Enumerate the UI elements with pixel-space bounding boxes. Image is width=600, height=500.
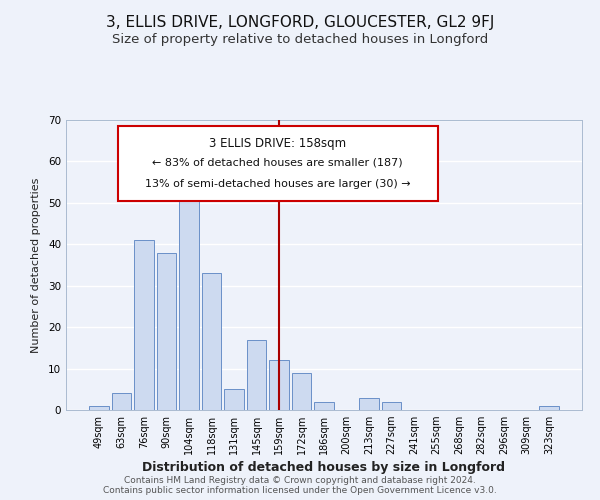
Text: Contains HM Land Registry data © Crown copyright and database right 2024.: Contains HM Land Registry data © Crown c… (124, 476, 476, 485)
Bar (359, 398, 379, 410)
Bar (292, 372, 311, 410)
Bar (382, 402, 401, 410)
Bar (269, 360, 289, 410)
Bar (112, 394, 131, 410)
Bar (539, 406, 559, 410)
FancyBboxPatch shape (118, 126, 437, 201)
Bar (202, 274, 221, 410)
Text: 3 ELLIS DRIVE: 158sqm: 3 ELLIS DRIVE: 158sqm (209, 138, 346, 150)
Bar (224, 390, 244, 410)
Y-axis label: Number of detached properties: Number of detached properties (31, 178, 41, 352)
Text: Contains public sector information licensed under the Open Government Licence v3: Contains public sector information licen… (103, 486, 497, 495)
Text: 13% of semi-detached houses are larger (30) →: 13% of semi-detached houses are larger (… (145, 180, 410, 190)
Bar (179, 178, 199, 410)
Bar (157, 252, 176, 410)
Text: 3, ELLIS DRIVE, LONGFORD, GLOUCESTER, GL2 9FJ: 3, ELLIS DRIVE, LONGFORD, GLOUCESTER, GL… (106, 15, 494, 30)
Bar (247, 340, 266, 410)
Text: ← 83% of detached houses are smaller (187): ← 83% of detached houses are smaller (18… (152, 158, 403, 168)
X-axis label: Distribution of detached houses by size in Longford: Distribution of detached houses by size … (143, 462, 505, 474)
Text: Size of property relative to detached houses in Longford: Size of property relative to detached ho… (112, 32, 488, 46)
Bar (134, 240, 154, 410)
Bar (89, 406, 109, 410)
Bar (314, 402, 334, 410)
